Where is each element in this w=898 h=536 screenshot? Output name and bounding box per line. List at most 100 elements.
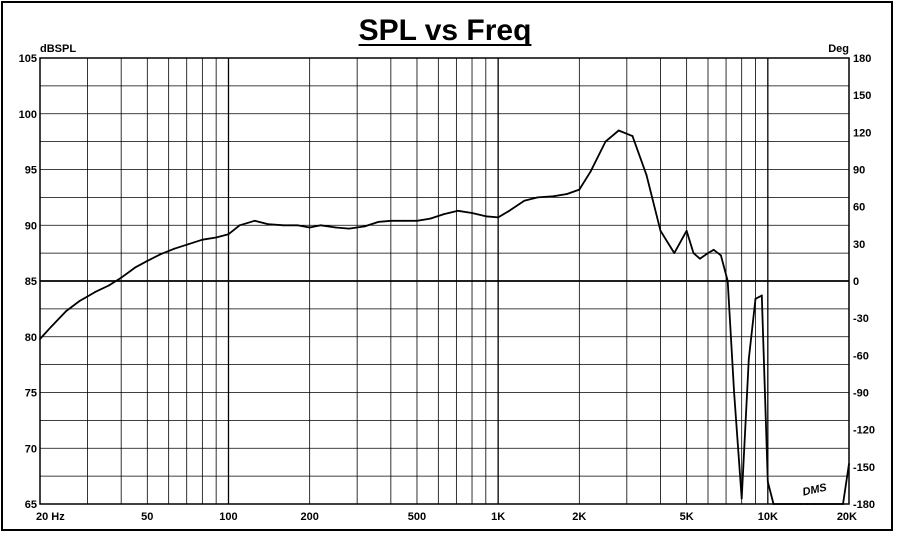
spl-point [726, 280, 729, 282]
spl-point [766, 480, 769, 483]
y-right-tick-label: -90 [853, 388, 869, 400]
spl-point [282, 224, 285, 227]
y-left-tick-label: 85 [25, 276, 37, 288]
spl-point [416, 219, 418, 222]
spl-point [389, 219, 392, 222]
x-tick-label: 50 [141, 511, 153, 523]
y-left-tick-label: 70 [25, 443, 37, 455]
signature: DMS [801, 482, 828, 499]
spl-point [308, 226, 311, 229]
spl-point [631, 135, 634, 137]
spl-point [733, 391, 736, 394]
spl-point [821, 503, 824, 505]
spl-point [814, 503, 817, 505]
spl-point [146, 260, 149, 262]
y-left-unit: dBSPL [40, 43, 76, 55]
spl-point [50, 325, 53, 328]
spl-point [523, 199, 526, 202]
spl-point [187, 243, 190, 246]
spl-point [699, 257, 701, 260]
spl-point [78, 300, 81, 302]
spl-point [403, 219, 406, 222]
y-left-tick-label: 65 [25, 499, 37, 511]
axes [39, 57, 850, 505]
spl-point [842, 503, 844, 505]
spl-point [835, 503, 838, 505]
spl-point [604, 140, 607, 143]
spl-point [712, 248, 715, 251]
spl-point [39, 338, 41, 340]
spl-point [760, 294, 763, 297]
spl-point [685, 229, 688, 232]
y-right-tick-label: 30 [853, 239, 865, 251]
spl-point [266, 223, 269, 226]
spl-point [173, 247, 176, 250]
spl-point [319, 224, 322, 227]
spl-point [793, 503, 795, 505]
spl-point [692, 252, 695, 255]
spl-point [536, 196, 539, 199]
y-right-tick-label: -120 [853, 425, 875, 437]
spl-point [673, 252, 676, 255]
spl-point [348, 227, 350, 230]
spl-point [740, 497, 743, 500]
spl-point [227, 233, 230, 236]
spl-point [659, 229, 662, 232]
spl-point [471, 212, 473, 214]
y-right-tick-label: -30 [853, 313, 869, 325]
spl-point [107, 284, 110, 287]
y-left-tick-label: 105 [19, 53, 37, 65]
spl-point [497, 216, 500, 219]
chart-title: SPL vs Freq [359, 14, 532, 47]
y-right-unit: Deg [828, 43, 849, 55]
signature-text: DMS [801, 482, 828, 499]
spl-point [65, 310, 68, 313]
spl-point [120, 276, 123, 279]
spl-point [772, 503, 775, 505]
spl-point [215, 236, 218, 239]
spl-point [457, 209, 459, 212]
x-tick-label: 200 [300, 511, 318, 523]
y-left-tick-label: 80 [25, 332, 37, 344]
y-right-tick-label: 120 [853, 127, 871, 139]
spl-point [484, 215, 487, 218]
spl-point [552, 195, 555, 198]
spl-point [134, 266, 136, 269]
spl-point [296, 224, 299, 227]
y-right-tick-label: 0 [853, 276, 859, 288]
spl-point [720, 254, 722, 257]
spl-point [94, 291, 96, 294]
y-right-tick-label: 60 [853, 202, 865, 214]
y-right-tick-label: -180 [853, 499, 875, 511]
y-right-tick-label: -150 [853, 462, 875, 474]
spl-point [707, 252, 709, 255]
spl-point [589, 170, 592, 173]
tick-labels: 105 100 95 90 85 80 75 70 65 180 150 120 90 60 30 0 -30 -… [19, 53, 875, 523]
x-tick-label: 1K [491, 511, 505, 523]
spl-point [377, 221, 380, 223]
spl-point [363, 225, 366, 228]
x-tick-label: 10K [758, 511, 778, 523]
spl-point [253, 219, 256, 222]
spl-point [238, 224, 241, 227]
spl-point [645, 174, 648, 176]
y-left-tick-label: 90 [25, 220, 37, 232]
y-left-tick-label: 95 [25, 165, 37, 177]
x-tick-label: 100 [219, 511, 237, 523]
x-tick-label: 20K [837, 511, 857, 523]
spl-point [334, 226, 337, 229]
spl-point [780, 503, 782, 505]
y-left-tick-label: 100 [19, 109, 37, 121]
spl-point [429, 217, 432, 220]
y-right-tick-label: 180 [853, 53, 871, 65]
series-layer [39, 129, 850, 505]
y-right-tick-label: 150 [853, 90, 871, 102]
y-right-tick-label: 90 [853, 165, 865, 177]
spl-point [159, 253, 162, 256]
x-tick-label: 20 Hz [36, 511, 65, 523]
spl-point [848, 462, 850, 465]
spl-point [617, 129, 620, 132]
spl-point [578, 188, 581, 191]
